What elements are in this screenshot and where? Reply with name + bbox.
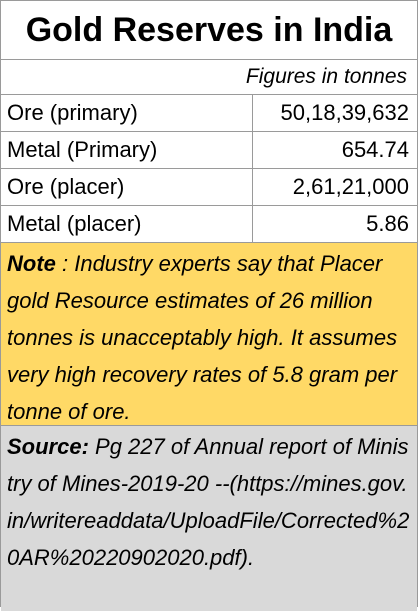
note-lead: Note: [7, 251, 56, 276]
row-label: Ore (placer): [1, 168, 253, 206]
row-label: Metal (Primary): [1, 131, 253, 169]
row-value: 50,18,39,632: [252, 95, 417, 132]
row-value: 2,61,21,000: [252, 168, 417, 206]
table-row: Ore (primary) 50,18,39,632: [1, 95, 417, 132]
source-lead: Source:: [7, 434, 89, 459]
source-box: Source: Pg 227 of Annual report of Minis…: [1, 426, 417, 611]
note-text: : Industry experts say that Placer gold …: [7, 251, 398, 424]
table-row: Ore (placer) 2,61,21,000: [1, 168, 417, 206]
table-row: Metal (placer) 5.86: [1, 205, 417, 243]
source-text: Pg 227 of Annual report of Ministry of M…: [7, 434, 410, 570]
row-value: 654.74: [252, 131, 417, 169]
reserves-data-table: Ore (primary) 50,18,39,632 Metal (Primar…: [1, 95, 417, 243]
units-subtitle: Figures in tonnes: [1, 60, 417, 95]
row-label: Ore (primary): [1, 95, 253, 132]
note-box: Note : Industry experts say that Placer …: [1, 243, 417, 426]
row-value: 5.86: [252, 205, 417, 243]
table-title: Gold Reserves in India: [25, 10, 393, 49]
row-label: Metal (placer): [1, 205, 253, 243]
table-row: Metal (Primary) 654.74: [1, 131, 417, 169]
title-row: Gold Reserves in India: [1, 1, 417, 60]
